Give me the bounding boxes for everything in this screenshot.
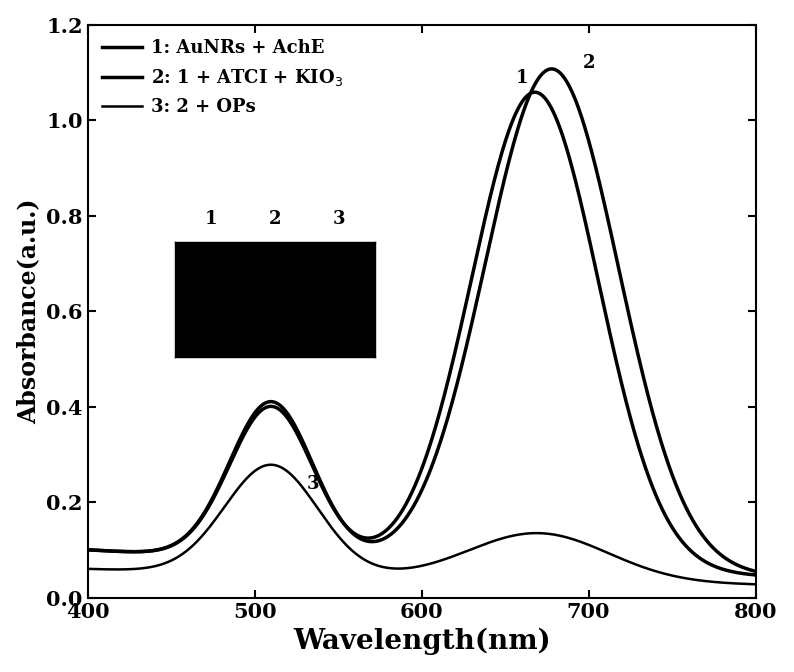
3: 2 + OPs: (800, 0.0278): 2 + OPs: (800, 0.0278) (751, 580, 761, 588)
2: 1 + ATCI + KIO$_3$: (715, 0.735): 1 + ATCI + KIO$_3$: (715, 0.735) (609, 243, 619, 251)
1: AuNRs + AchE: (668, 1.06): AuNRs + AchE: (668, 1.06) (530, 88, 539, 96)
Text: 3: 3 (333, 210, 345, 228)
1: AuNRs + AchE: (800, 0.0473): AuNRs + AchE: (800, 0.0473) (751, 571, 761, 579)
1: AuNRs + AchE: (420, 0.0965): AuNRs + AchE: (420, 0.0965) (117, 548, 126, 556)
1: AuNRs + AchE: (715, 0.516): AuNRs + AchE: (715, 0.516) (609, 347, 619, 355)
2: 1 + ATCI + KIO$_3$: (789, 0.0689): 1 + ATCI + KIO$_3$: (789, 0.0689) (732, 560, 742, 569)
2: 1 + ATCI + KIO$_3$: (420, 0.0965): 1 + ATCI + KIO$_3$: (420, 0.0965) (117, 548, 126, 556)
2: 1 + ATCI + KIO$_3$: (678, 1.11): 1 + ATCI + KIO$_3$: (678, 1.11) (547, 65, 557, 73)
1: AuNRs + AchE: (789, 0.0525): AuNRs + AchE: (789, 0.0525) (732, 569, 742, 577)
Text: 1: 1 (204, 210, 217, 228)
3: 2 + OPs: (400, 0.0601): 2 + OPs: (400, 0.0601) (83, 565, 92, 573)
3: 2 + OPs: (788, 0.0295): 2 + OPs: (788, 0.0295) (731, 579, 741, 587)
Line: 1: AuNRs + AchE: 1: AuNRs + AchE (87, 92, 756, 575)
2: 1 + ATCI + KIO$_3$: (788, 0.0693): 1 + ATCI + KIO$_3$: (788, 0.0693) (731, 560, 741, 569)
Text: 2: 2 (582, 54, 595, 73)
Text: 2: 2 (268, 210, 281, 228)
3: 2 + OPs: (420, 0.059): 2 + OPs: (420, 0.059) (117, 565, 126, 573)
Legend: 1: AuNRs + AchE, 2: 1 + ATCI + KIO$_3$, 3: 2 + OPs: 1: AuNRs + AchE, 2: 1 + ATCI + KIO$_3$, … (97, 34, 349, 122)
Line: 3: 2 + OPs: 3: 2 + OPs (87, 465, 756, 584)
3: 2 + OPs: (789, 0.0294): 2 + OPs: (789, 0.0294) (732, 579, 742, 587)
X-axis label: Wavelength(nm): Wavelength(nm) (293, 628, 550, 655)
3: 2 + OPs: (715, 0.088): 2 + OPs: (715, 0.088) (609, 552, 619, 560)
1: AuNRs + AchE: (400, 0.1): AuNRs + AchE: (400, 0.1) (83, 546, 92, 554)
2: 1 + ATCI + KIO$_3$: (800, 0.055): 1 + ATCI + KIO$_3$: (800, 0.055) (751, 567, 761, 575)
2: 1 + ATCI + KIO$_3$: (400, 0.1): 1 + ATCI + KIO$_3$: (400, 0.1) (83, 546, 92, 554)
Y-axis label: Absorbance(a.u.): Absorbance(a.u.) (17, 198, 40, 424)
Text: 3: 3 (306, 474, 319, 493)
2: 1 + ATCI + KIO$_3$: (584, 0.139): 1 + ATCI + KIO$_3$: (584, 0.139) (390, 527, 399, 535)
3: 2 + OPs: (510, 0.278): 2 + OPs: (510, 0.278) (266, 461, 276, 469)
Line: 2: 1 + ATCI + KIO$_3$: 2: 1 + ATCI + KIO$_3$ (87, 69, 756, 571)
3: 2 + OPs: (595, 0.0631): 2 + OPs: (595, 0.0631) (408, 563, 418, 571)
1: AuNRs + AchE: (594, 0.223): AuNRs + AchE: (594, 0.223) (407, 487, 417, 495)
1: AuNRs + AchE: (584, 0.16): AuNRs + AchE: (584, 0.16) (390, 517, 399, 526)
Text: 1: 1 (515, 69, 528, 87)
1: AuNRs + AchE: (788, 0.0526): AuNRs + AchE: (788, 0.0526) (731, 569, 741, 577)
3: 2 + OPs: (584, 0.0608): 2 + OPs: (584, 0.0608) (391, 564, 400, 573)
2: 1 + ATCI + KIO$_3$: (594, 0.188): 1 + ATCI + KIO$_3$: (594, 0.188) (407, 504, 417, 512)
